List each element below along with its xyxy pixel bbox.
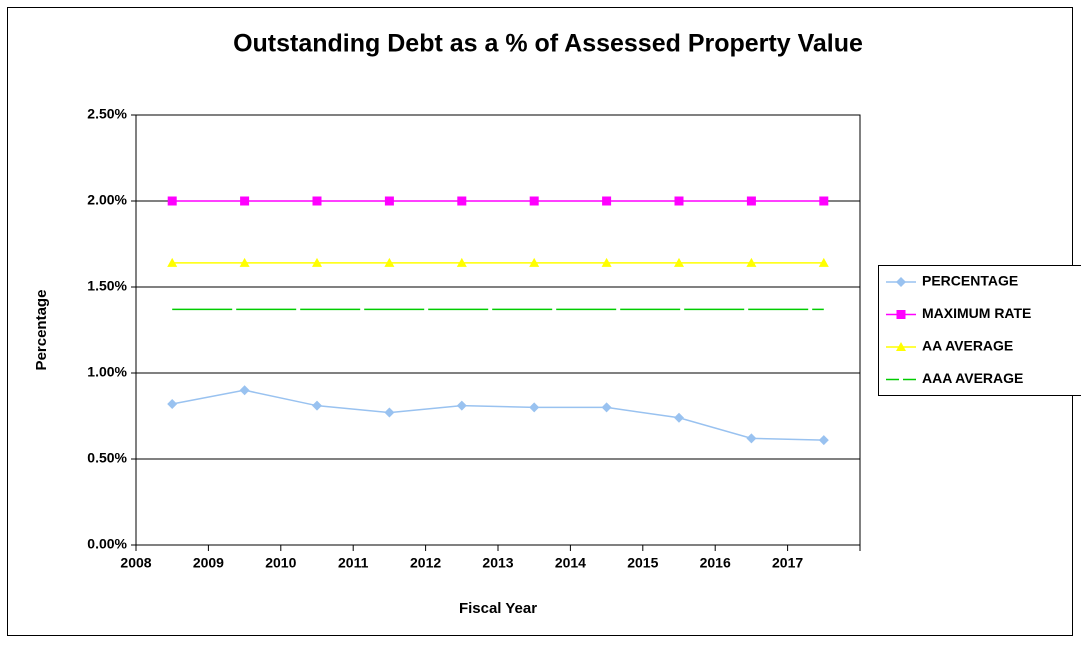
data-point <box>167 196 177 206</box>
y-tick-label: 1.00% <box>87 364 127 380</box>
data-point <box>167 257 178 267</box>
data-point <box>312 196 322 206</box>
data-point <box>601 257 612 267</box>
data-point <box>384 407 395 418</box>
legend-label: AAA AVERAGE <box>922 370 1023 386</box>
data-point <box>167 398 178 409</box>
chart-title: Outstanding Debt as a % of Assessed Prop… <box>233 30 863 58</box>
data-point <box>529 257 540 267</box>
y-tick-label: 2.00% <box>87 192 127 208</box>
data-point <box>601 402 612 413</box>
data-point <box>746 196 756 206</box>
legend-box <box>878 265 1081 396</box>
x-tick-label: 2017 <box>772 555 803 571</box>
x-axis-label: Fiscal Year <box>459 600 537 617</box>
data-point <box>818 257 829 267</box>
data-point <box>818 435 829 446</box>
y-tick-label: 1.50% <box>87 278 127 294</box>
legend-label: AA AVERAGE <box>922 338 1013 354</box>
data-point <box>456 257 467 267</box>
x-tick-label: 2009 <box>193 555 224 571</box>
data-point <box>239 257 250 267</box>
data-point <box>312 257 322 267</box>
data-point <box>674 257 684 267</box>
data-point <box>456 400 467 411</box>
data-point <box>240 196 250 206</box>
y-tick-label: 0.00% <box>87 536 127 552</box>
plot-area <box>135 114 861 546</box>
x-tick-label: 2016 <box>700 555 731 571</box>
legend-marker <box>896 310 906 319</box>
legend-label: PERCENTAGE <box>922 273 1018 289</box>
data-point <box>746 257 757 267</box>
x-tick-label: 2011 <box>338 555 369 571</box>
data-point <box>746 433 757 444</box>
data-point <box>239 385 250 396</box>
data-point <box>674 412 684 423</box>
data-point <box>384 196 394 206</box>
data-point <box>602 196 612 206</box>
y-tick-label: 0.50% <box>87 450 127 466</box>
x-tick-label: 2010 <box>265 555 296 571</box>
x-tick-label: 2012 <box>410 555 441 571</box>
legend-marker <box>896 277 906 287</box>
data-point <box>529 196 539 206</box>
y-tick-label: 2.50% <box>87 106 127 122</box>
x-tick-label: 2008 <box>120 555 151 571</box>
series-line <box>172 389 824 441</box>
data-point <box>529 402 540 413</box>
data-point <box>819 196 829 206</box>
legend-marker <box>896 342 906 351</box>
y-axis-label: Percentage <box>33 290 50 371</box>
x-tick-label: 2013 <box>482 555 513 571</box>
data-point <box>457 196 467 206</box>
x-tick-label: 2015 <box>627 555 658 571</box>
data-point <box>312 400 322 411</box>
data-point <box>384 257 395 267</box>
legend-label: MAXIMUM RATE <box>922 305 1031 321</box>
x-tick-label: 2014 <box>555 555 586 571</box>
data-point <box>674 196 684 206</box>
